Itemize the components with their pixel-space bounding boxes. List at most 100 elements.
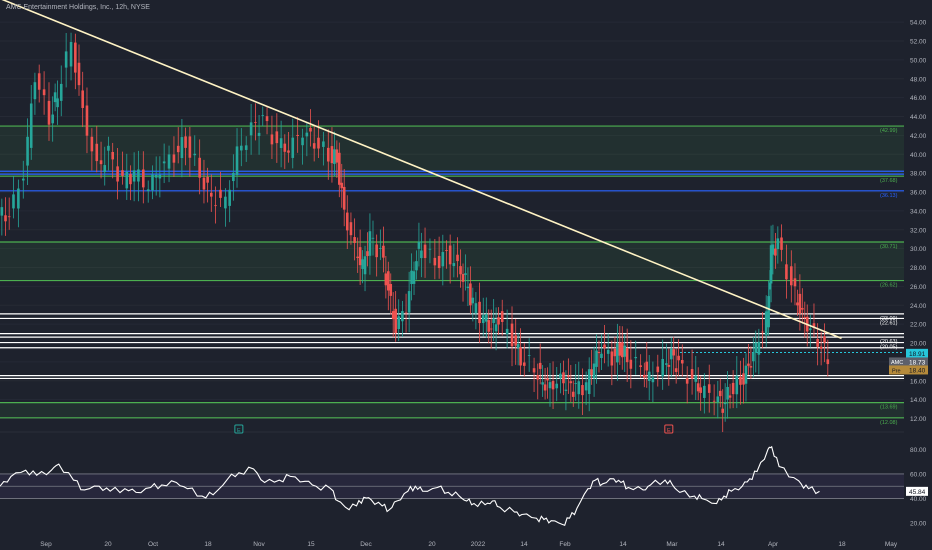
candle [103,146,107,186]
candle [206,167,209,203]
candle [643,362,646,388]
candle [176,127,180,164]
candle [389,273,393,315]
time-tick-label: Apr [768,541,779,548]
candle [620,326,624,370]
candle [723,383,727,422]
candle [99,141,103,179]
earnings-marker[interactable]: E [664,424,674,434]
candle [584,371,588,406]
symbol-title: AMC Entertainment Holdings, Inc., 12h, N… [6,4,150,11]
candle [567,358,570,394]
candle [661,339,664,390]
candle [361,250,364,284]
candle [26,118,29,186]
time-tick-label: 2022 [471,541,486,548]
candle [459,249,462,288]
rsi-value-label: 45.84 [909,489,926,496]
price-axis[interactable]: 54.00 52.00 50.00 48.00 46.00 44.00 42.00 40.00… [910,20,927,528]
candle [244,136,248,162]
candle [69,32,73,81]
candle [703,373,706,414]
candle [232,154,235,201]
candle [592,346,596,397]
candle [716,380,720,419]
candles [0,32,830,433]
candle [803,301,807,338]
candle [154,156,158,196]
candle [785,244,788,299]
candle [59,65,63,117]
earnings-marker-label: E [237,428,241,434]
candle [538,343,542,385]
candle [536,363,540,400]
candle [801,288,804,324]
candle [375,234,378,277]
price-tick-label: 26.00 [910,284,927,291]
candle [235,128,239,188]
candle [551,361,555,409]
price-tick-label: 46.00 [910,95,927,102]
candle [639,354,642,378]
candle [210,174,213,212]
candle [333,131,336,177]
candle [151,165,154,200]
candle [731,370,735,409]
candle [761,311,764,349]
time-tick-label: 15 [307,541,315,548]
candle [85,87,89,154]
candle [353,218,356,261]
candle [749,346,753,379]
candle [452,243,456,278]
descending-trendline[interactable] [0,0,842,340]
price-tags: 45.84 18.91 AMC 18.73 Pre 18.40 [889,348,928,496]
candle [240,128,243,167]
candle [492,299,495,341]
candle [510,306,514,367]
time-tick-label: 20 [428,541,436,548]
candle [162,143,166,184]
candle [667,348,671,386]
candle [564,370,568,411]
candle [728,383,732,409]
candle [401,300,404,337]
rsi-tick-label: 60.00 [910,471,927,478]
candle [522,343,526,377]
candle [228,180,231,223]
candle [497,307,500,335]
earnings-marker[interactable]: E [234,424,244,434]
candle [384,256,388,299]
candle [771,224,775,275]
candle [776,226,780,264]
candle [752,336,755,378]
candle [647,355,651,401]
candle [132,152,136,202]
trendline[interactable] [0,0,842,340]
time-axis[interactable]: Sep 20 Oct 18 Nov 15 Dec 20 2022 14 Feb 14 Mar 14 Apr 1… [40,541,898,548]
candle [415,250,418,280]
price-tick-label: 38.00 [910,171,927,178]
candle [349,212,353,245]
candle [516,333,520,366]
candle [279,120,283,168]
candle [466,267,470,307]
candle [603,324,606,364]
candle [261,106,265,126]
candle [519,328,522,375]
candle [721,389,725,433]
candle [219,171,222,208]
candle [322,131,325,166]
candle [707,364,711,413]
time-tick-label: Sep [40,541,52,548]
candle [474,292,478,330]
candle [391,292,395,338]
candle [404,293,408,333]
premarket-price: 18.40 [909,367,926,374]
candle [793,263,797,306]
candle [412,261,416,296]
candle [326,129,330,180]
candle [387,261,390,311]
candle [826,339,830,377]
